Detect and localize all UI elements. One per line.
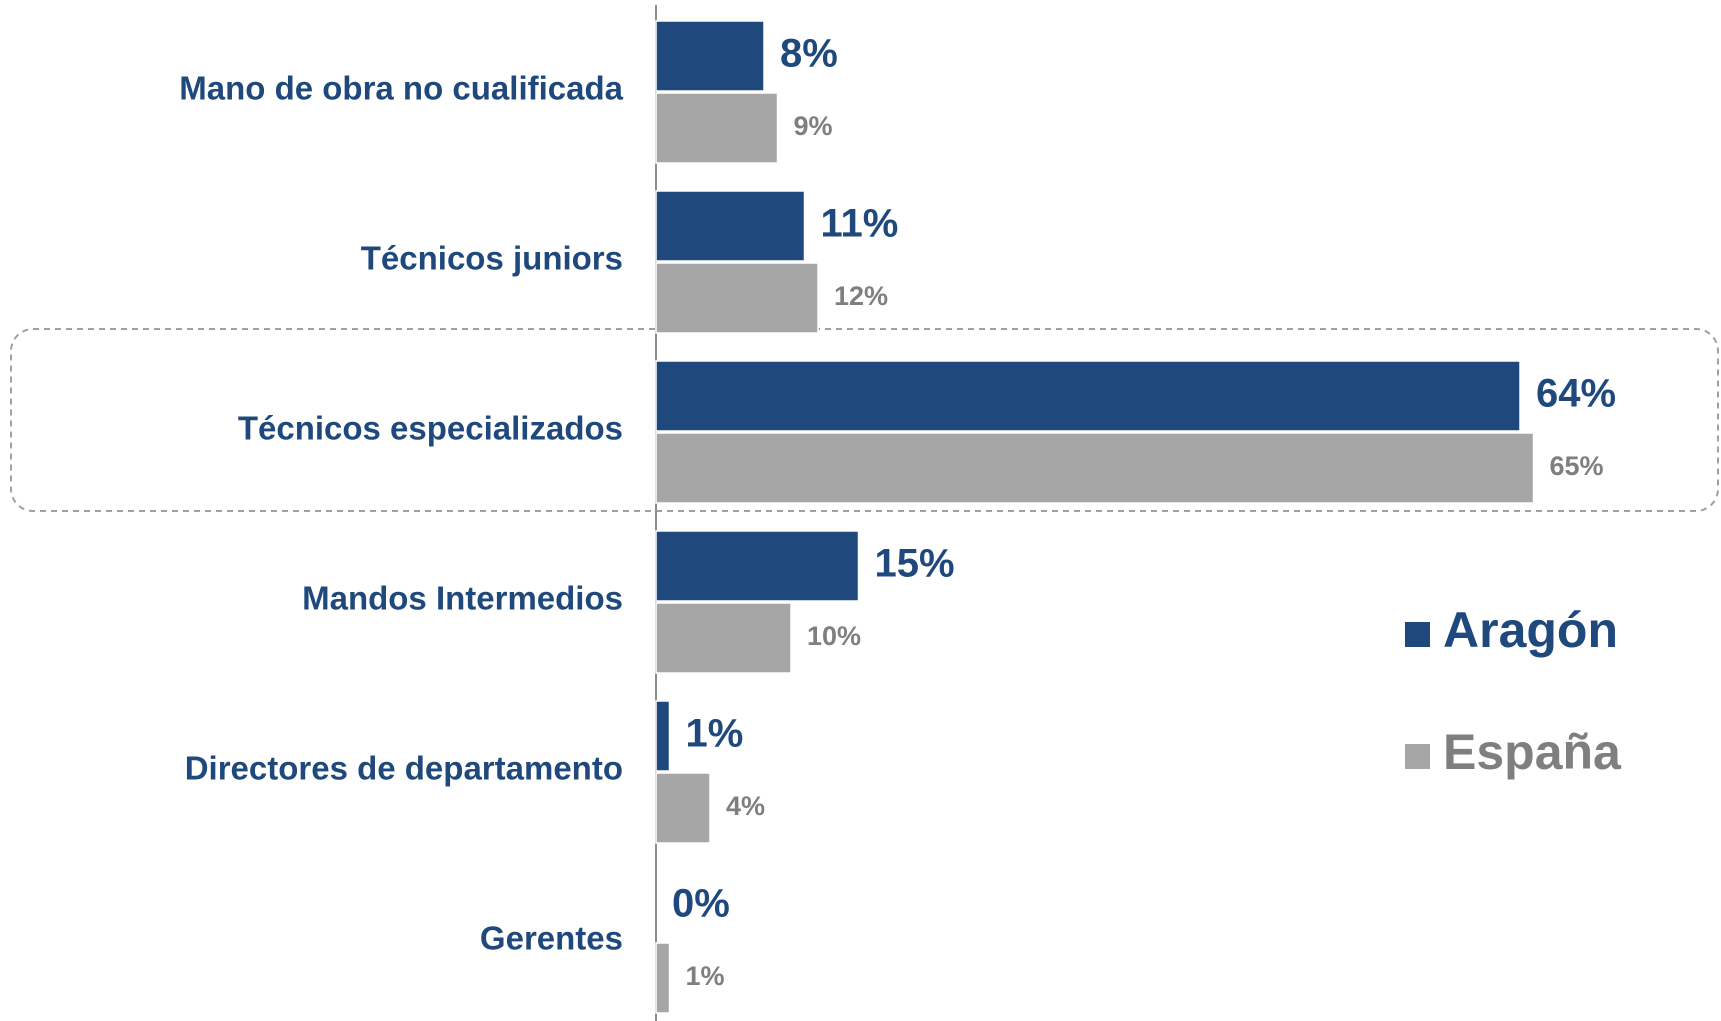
category-label: Técnicos especializados <box>238 410 623 447</box>
bar <box>655 92 779 164</box>
bar <box>655 432 1535 504</box>
bar <box>655 190 806 262</box>
legend-label: España <box>1443 724 1622 780</box>
bar <box>655 360 1521 432</box>
category-label: Directores de departamento <box>185 750 623 787</box>
value-label: 8% <box>780 32 838 76</box>
bar <box>655 700 671 772</box>
bar <box>655 530 860 602</box>
bar <box>655 942 671 1014</box>
value-label: 1% <box>686 961 725 991</box>
value-label: 0% <box>672 882 730 926</box>
value-label: 4% <box>726 791 765 821</box>
value-label: 15% <box>875 542 955 586</box>
bar <box>655 262 819 334</box>
category-label: Gerentes <box>480 920 623 957</box>
value-label: 11% <box>821 202 899 246</box>
value-label: 10% <box>807 621 861 651</box>
value-label: 12% <box>834 281 888 311</box>
legend-swatch <box>1405 622 1430 647</box>
bar <box>655 772 711 844</box>
category-label: Técnicos juniors <box>361 240 623 277</box>
value-label: 1% <box>686 712 744 756</box>
value-label: 64% <box>1536 372 1616 416</box>
bar <box>655 602 792 674</box>
value-label: 9% <box>794 111 833 141</box>
legend-label: Aragón <box>1443 602 1618 658</box>
category-label: Mandos Intermedios <box>302 580 623 617</box>
value-label: 65% <box>1550 451 1604 481</box>
category-label: Mano de obra no cualificada <box>179 70 623 107</box>
legend-swatch <box>1405 744 1430 769</box>
bar <box>655 20 765 92</box>
